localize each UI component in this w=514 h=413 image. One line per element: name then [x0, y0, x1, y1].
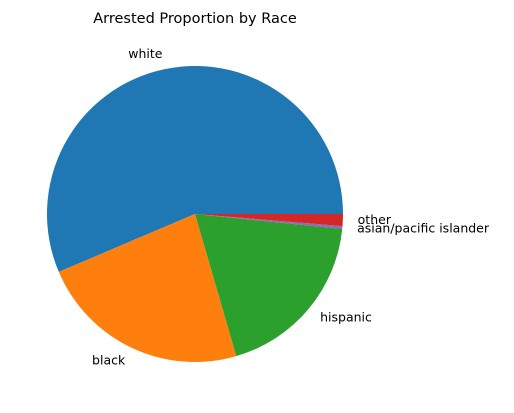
slice-asian-pacific-islander — [195, 214, 343, 229]
slice-black — [58, 214, 237, 362]
slice-hispanic — [195, 214, 343, 357]
label-hispanic: hispanic — [320, 310, 372, 325]
pie-slices — [47, 65, 343, 362]
label-black: black — [92, 353, 126, 368]
slice-other — [195, 214, 343, 227]
label-asian-pacific-islander: asian/pacific islander — [357, 220, 490, 235]
chart-title: Arrested Proportion by Race — [93, 11, 297, 27]
label-white: white — [128, 46, 163, 61]
label-other: other — [358, 212, 392, 227]
slice-white — [47, 65, 343, 272]
pie-labels: white black hispanic asian/pacific islander… — [92, 46, 490, 368]
